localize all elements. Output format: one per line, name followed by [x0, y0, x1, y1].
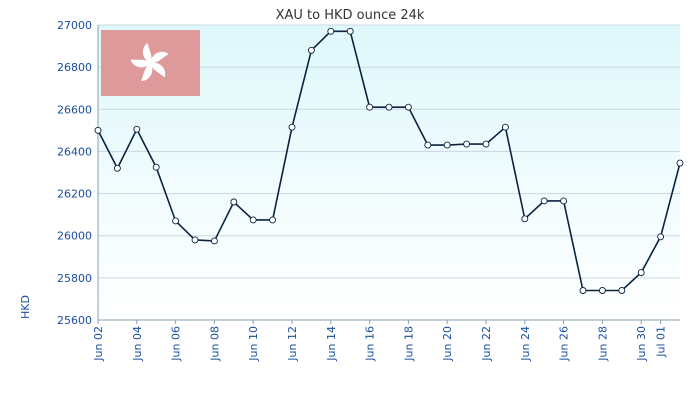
data-point — [172, 217, 180, 225]
y-tick-label: 25800 — [57, 272, 92, 285]
y-tick-label: 25600 — [57, 314, 92, 327]
x-tick-label: Jun 08 — [208, 326, 221, 362]
data-point — [579, 287, 587, 294]
y-axis: 25600 25800 26000 26200 26400 26600 26800 27000 — [57, 19, 680, 327]
data-point — [152, 163, 160, 171]
x-tick-label: Jun 20 — [441, 326, 454, 362]
flag-petal — [142, 43, 152, 63]
data-points — [94, 27, 684, 294]
data-point — [385, 103, 393, 111]
x-tick-label: Jun 18 — [402, 326, 415, 362]
data-point — [676, 159, 684, 167]
data-point — [482, 140, 490, 148]
y-axis-label: HKD — [19, 295, 32, 319]
data-point — [230, 198, 238, 206]
data-point — [637, 269, 645, 277]
flag-petal — [130, 59, 151, 68]
data-point — [657, 233, 665, 241]
data-point — [288, 123, 296, 131]
data-point — [463, 140, 471, 148]
y-tick-label: 26000 — [57, 230, 92, 243]
y-tick-label: 26600 — [57, 103, 92, 116]
x-tick-label: Jun 02 — [92, 326, 105, 362]
data-point — [618, 287, 626, 294]
x-tick-label: Jun 30 — [635, 326, 648, 362]
data-point — [210, 237, 218, 245]
y-tick-label: 26400 — [57, 145, 92, 158]
x-tick-label: Jun 24 — [519, 326, 532, 362]
data-point — [249, 216, 257, 224]
flag-petal — [150, 51, 169, 64]
data-point — [560, 197, 568, 205]
data-point — [521, 215, 529, 223]
flag-petal — [150, 62, 166, 78]
x-tick-label: Jun 22 — [480, 326, 493, 362]
x-tick-label: Jun 12 — [286, 326, 299, 362]
data-point — [191, 236, 199, 244]
x-tick-label: Jun 28 — [596, 326, 609, 362]
flag-petal — [141, 63, 153, 81]
x-tick-label: Jun 04 — [131, 326, 144, 362]
x-tick-label: Jun 06 — [170, 326, 183, 362]
chart-title: XAU to HKD ounce 24k — [276, 8, 425, 23]
hong-kong-flag-icon — [101, 30, 200, 96]
x-tick-label: Jun 16 — [364, 326, 377, 362]
x-tick-label: Jun 10 — [247, 326, 260, 362]
y-tick-label: 27000 — [57, 19, 92, 32]
x-tick-label: Jun 14 — [325, 326, 338, 362]
x-tick-label: Jun 26 — [558, 326, 571, 362]
x-tick-label: Jul 01 — [655, 326, 668, 358]
x-axis: Jun 02 Jun 04 Jun 06 Jun 08 Jun 10 Jun 12 Jun … — [92, 320, 668, 362]
data-point — [307, 46, 315, 54]
data-point — [94, 126, 102, 134]
data-point — [424, 141, 432, 149]
data-point — [501, 123, 509, 131]
data-point — [327, 27, 335, 35]
data-point — [443, 141, 451, 149]
data-point — [598, 287, 606, 294]
data-point — [540, 197, 548, 205]
y-tick-label: 26800 — [57, 61, 92, 74]
data-point — [366, 103, 374, 111]
data-point — [113, 164, 121, 172]
y-tick-label: 26200 — [57, 188, 92, 201]
data-point — [269, 216, 277, 224]
data-point — [133, 125, 141, 133]
data-point — [404, 103, 412, 111]
data-point — [346, 27, 354, 35]
